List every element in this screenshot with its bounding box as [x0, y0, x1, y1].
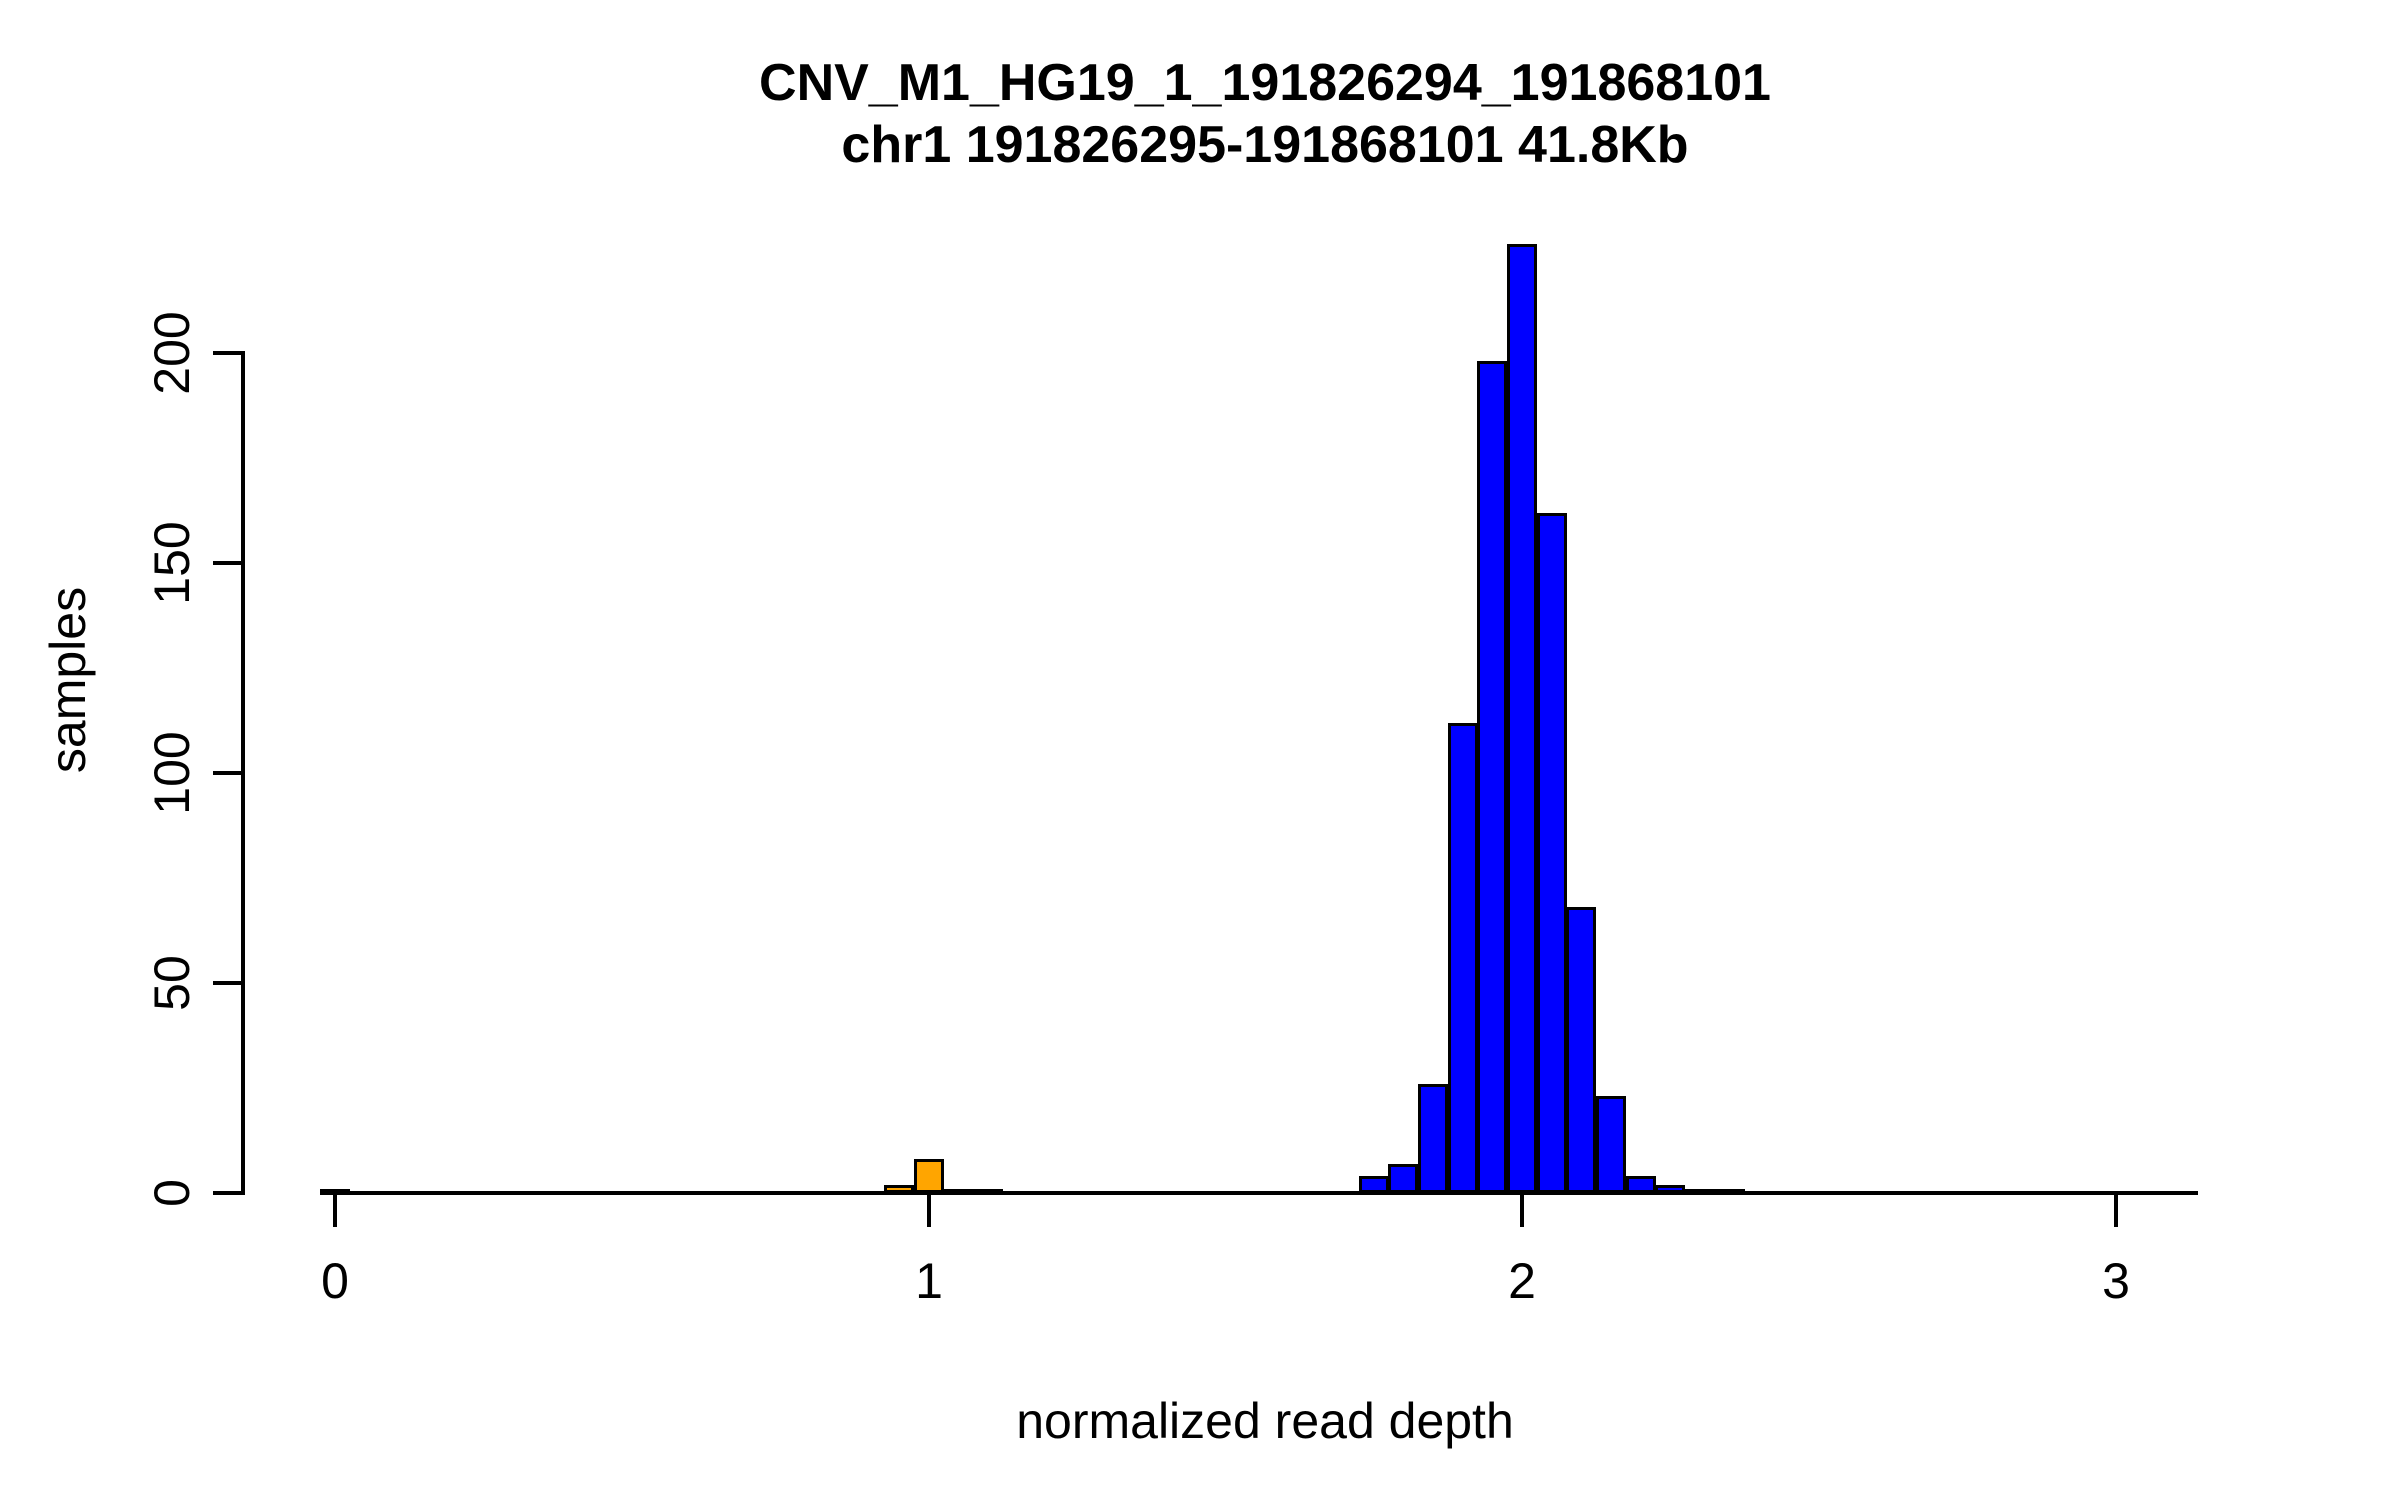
chart-subtitle: chr1 191826295-191868101 41.8Kb [841, 116, 1689, 174]
y-tick-label: 50 [144, 955, 200, 1011]
y-axis-tick [213, 981, 245, 985]
y-axis-tick [213, 351, 245, 355]
histogram-bar [320, 1189, 350, 1195]
chart-title: CNV_M1_HG19_1_191826294_191868101 [759, 54, 1771, 112]
x-tick-label: 3 [2102, 1253, 2130, 1309]
histogram-bar [1537, 513, 1567, 1193]
histogram-bar [1626, 1176, 1656, 1193]
histogram-bar [973, 1189, 1003, 1195]
histogram-bar [1477, 361, 1507, 1193]
histogram-bar [1388, 1164, 1418, 1193]
y-tick-label: 100 [144, 731, 200, 815]
histogram-bar [884, 1185, 914, 1193]
histogram-bar [1418, 1084, 1448, 1193]
y-axis-tick [213, 1191, 245, 1195]
histogram-bar [914, 1159, 944, 1193]
y-axis-tick [213, 561, 245, 565]
x-axis-tick [2114, 1195, 2118, 1227]
histogram-bar [1655, 1185, 1685, 1193]
x-tick-label: 2 [1508, 1253, 1536, 1309]
chart-title-block: CNV_M1_HG19_1_191826294_191868101 chr1 1… [130, 52, 2400, 176]
x-tick-label: 1 [915, 1253, 943, 1309]
histogram-bar [1715, 1189, 1745, 1195]
y-axis-tick [213, 771, 245, 775]
histogram-bar [1566, 907, 1596, 1193]
x-axis-title: normalized read depth [1016, 1393, 1514, 1449]
histogram-bar [1596, 1096, 1626, 1193]
x-tick-label: 0 [321, 1253, 349, 1309]
y-tick-label: 150 [144, 521, 200, 605]
y-axis-title: samples [40, 586, 96, 774]
y-tick-label: 0 [144, 1179, 200, 1207]
y-tick-label: 200 [144, 311, 200, 395]
histogram-bar [1507, 244, 1537, 1193]
histogram-bar [943, 1189, 973, 1195]
histogram-bar [1448, 723, 1478, 1193]
histogram-bar [1685, 1189, 1715, 1195]
x-axis-tick [1520, 1195, 1524, 1227]
histogram-bar [1359, 1176, 1389, 1193]
x-axis [320, 1191, 2198, 1195]
x-axis-tick [333, 1195, 337, 1227]
x-axis-tick [927, 1195, 931, 1227]
